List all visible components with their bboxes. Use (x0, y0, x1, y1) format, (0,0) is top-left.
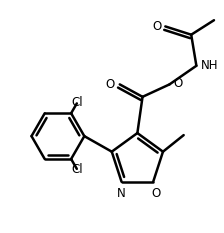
Text: O: O (174, 77, 183, 90)
Text: O: O (152, 20, 161, 33)
Text: O: O (152, 188, 161, 200)
Text: O: O (106, 78, 115, 91)
Text: NH: NH (200, 59, 218, 72)
Text: N: N (117, 188, 126, 200)
Text: Cl: Cl (71, 96, 83, 109)
Text: Cl: Cl (71, 163, 83, 176)
